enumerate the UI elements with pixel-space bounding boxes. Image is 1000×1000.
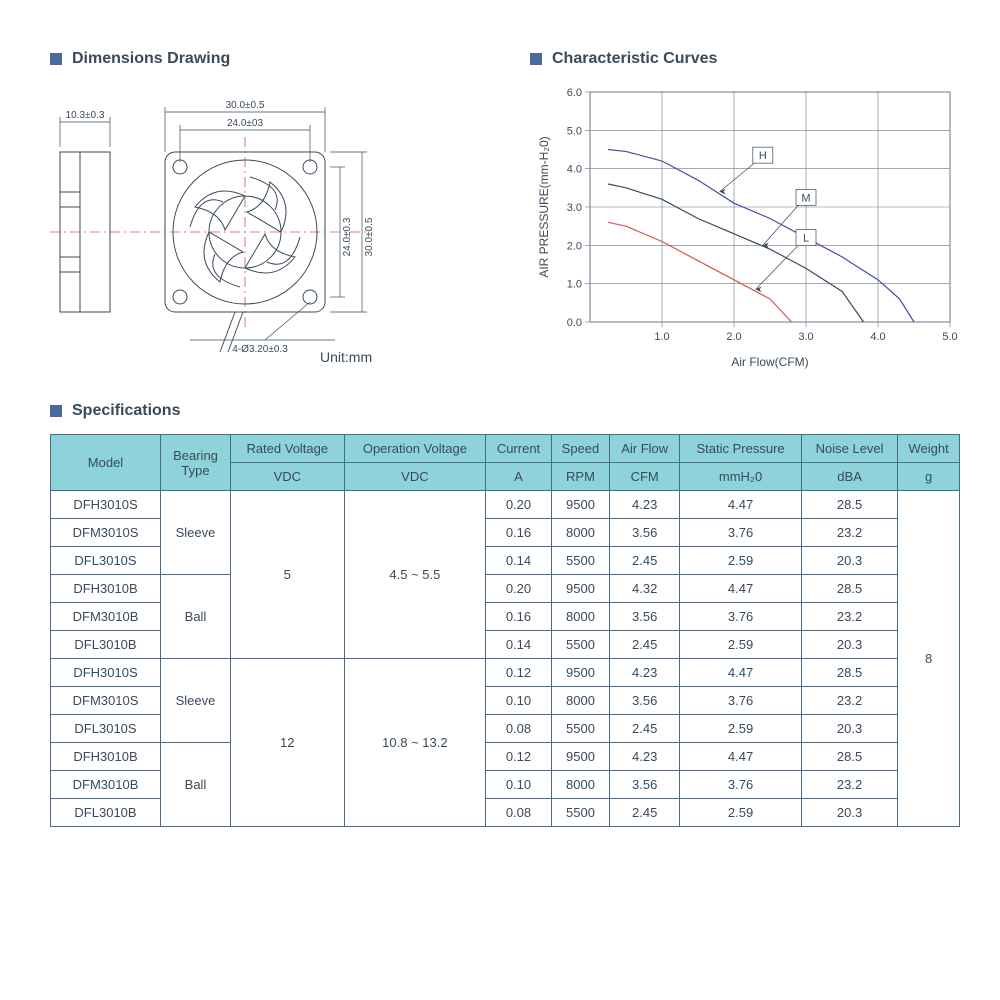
- svg-text:1.0: 1.0: [654, 331, 669, 343]
- cell-rated: 5: [231, 491, 345, 659]
- cell-rated: 12: [231, 659, 345, 827]
- dim-outer-w: 30.0±0.5: [226, 100, 265, 111]
- unit-label: Unit:mm: [320, 349, 372, 365]
- svg-text:AIR PRESSURE(mm-H₂0): AIR PRESSURE(mm-H₂0): [537, 136, 551, 277]
- cell-bearing: Sleeve: [161, 491, 231, 575]
- dim-outer-h: 30.0±0.5: [364, 217, 375, 256]
- svg-text:5.0: 5.0: [567, 125, 582, 137]
- svg-text:3.0: 3.0: [798, 331, 813, 343]
- svg-text:4.0: 4.0: [567, 164, 582, 176]
- cell-model: DFM3010B: [51, 771, 161, 799]
- bullet-icon: [50, 53, 62, 65]
- svg-text:6.0: 6.0: [567, 87, 582, 99]
- svg-text:0.0: 0.0: [567, 317, 582, 329]
- dim-thickness: 10.3±0.3: [66, 110, 105, 121]
- svg-text:5.0: 5.0: [942, 331, 957, 343]
- svg-text:H: H: [759, 150, 767, 162]
- cell-model: DFL3010S: [51, 547, 161, 575]
- characteristic-curves-chart: 0.0 1.0 2.0 3.0 4.0 5.0 6.0 1.0 2.0 3.0 4.0 5.0 Air …: [530, 82, 960, 372]
- dim-inner-w: 24.0±03: [227, 118, 264, 129]
- cell-model: DFL3010B: [51, 799, 161, 827]
- dimensions-drawing: 10.3±0.3: [50, 82, 470, 372]
- cell-weight: 8: [898, 491, 960, 827]
- cell-model: DFH3010B: [51, 743, 161, 771]
- svg-text:M: M: [801, 192, 810, 204]
- svg-text:4.0: 4.0: [870, 331, 885, 343]
- cell-op: 10.8 ~ 13.2: [344, 659, 486, 827]
- cell-model: DFM3010B: [51, 603, 161, 631]
- dim-inner-h: 24.0±0.3: [342, 217, 353, 256]
- cell-model: DFL3010B: [51, 631, 161, 659]
- spec-title: Specifications: [50, 402, 960, 420]
- curves-title: Characteristic Curves: [530, 50, 960, 68]
- svg-text:2.0: 2.0: [726, 331, 741, 343]
- svg-text:1.0: 1.0: [567, 279, 582, 291]
- dimensions-title: Dimensions Drawing: [50, 50, 470, 68]
- cell-bearing: Ball: [161, 743, 231, 827]
- cell-model: DFM3010S: [51, 519, 161, 547]
- svg-text:3.0: 3.0: [567, 202, 582, 214]
- cell-model: DFH3010S: [51, 491, 161, 519]
- section-heading: Specifications: [72, 402, 180, 420]
- specifications-table: ModelBearing TypeRated VoltageOperation …: [50, 434, 960, 827]
- svg-text:Air Flow(CFM): Air Flow(CFM): [731, 355, 808, 369]
- cell-model: DFH3010S: [51, 659, 161, 687]
- cell-model: DFL3010S: [51, 715, 161, 743]
- section-heading: Characteristic Curves: [552, 50, 717, 68]
- cell-op: 4.5 ~ 5.5: [344, 491, 486, 659]
- dim-holes: 4-Ø3.20±0.3: [232, 344, 288, 355]
- bullet-icon: [50, 405, 62, 417]
- cell-bearing: Ball: [161, 575, 231, 659]
- svg-text:L: L: [803, 233, 809, 245]
- bullet-icon: [530, 53, 542, 65]
- cell-model: DFH3010B: [51, 575, 161, 603]
- section-heading: Dimensions Drawing: [72, 50, 230, 68]
- cell-bearing: Sleeve: [161, 659, 231, 743]
- cell-model: DFM3010S: [51, 687, 161, 715]
- svg-text:2.0: 2.0: [567, 240, 582, 252]
